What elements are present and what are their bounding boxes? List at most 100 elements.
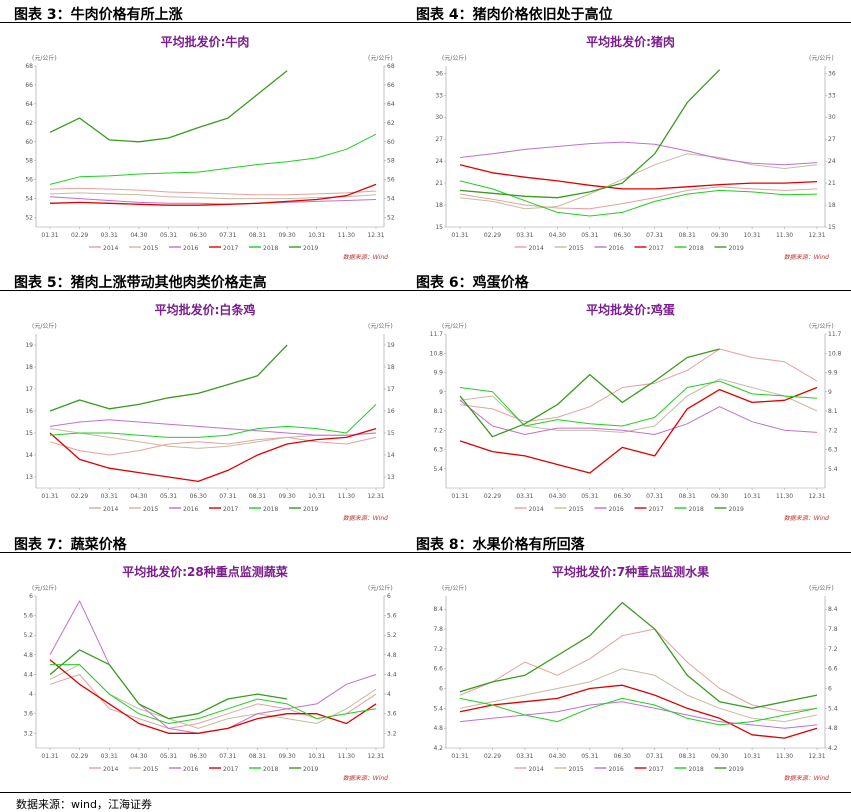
x-tick-label: 07.31 xyxy=(219,493,236,500)
chart-source-note: 数据来源：Wind xyxy=(784,774,829,782)
legend-label: 2014 xyxy=(103,506,118,513)
y-tick-label-right: 54 xyxy=(387,196,395,203)
y-tick-label-right: 3.6 xyxy=(387,711,397,718)
y-tick-label-right: 68 xyxy=(387,63,395,70)
y-tick-label-left: 7.8 xyxy=(433,626,443,633)
y-tick-label-right: 8.4 xyxy=(828,606,838,613)
x-tick-label: 02.29 xyxy=(71,232,88,239)
series-line-2014 xyxy=(459,348,818,423)
y-tick-label-left: 27 xyxy=(435,136,443,143)
x-tick-label: 01.31 xyxy=(41,493,58,500)
x-tick-label: 05.31 xyxy=(581,753,598,760)
y-tick-label-left: 33 xyxy=(435,92,443,99)
y-tick-label-left: 4.4 xyxy=(23,671,33,678)
x-tick-label: 08.31 xyxy=(679,232,696,239)
x-tick-label: 03.31 xyxy=(516,232,533,239)
legend-label: 2016 xyxy=(609,766,624,773)
figure-title: 图表 3：牛肉价格有所上涨 xyxy=(14,7,183,23)
series-line-2017 xyxy=(49,427,377,483)
x-tick-label: 12.31 xyxy=(367,493,384,500)
chart-chicken: 平均批发价:白条鸡 (元/公斤) (元/公斤) 13 13 14 14 15 15 16 16 17 1… xyxy=(25,302,394,522)
y-tick-label-left: 11.7 xyxy=(430,331,444,338)
unit-left: (元/公斤) xyxy=(32,54,57,62)
x-tick-label: 06.30 xyxy=(614,232,631,239)
x-tick-label: 08.31 xyxy=(249,493,266,500)
legend-label: 2017 xyxy=(223,506,238,513)
y-tick-label-left: 5.6 xyxy=(23,613,33,620)
chart-vegetables: 平均批发价:28种重点监测蔬菜 (元/公斤) (元/公斤) 3.2 3.2 3.6 3.6 4… xyxy=(23,564,397,782)
x-tick-label: 09.30 xyxy=(711,753,728,760)
legend-label: 2017 xyxy=(223,245,238,252)
y-tick-label-left: 16 xyxy=(25,408,33,415)
x-tick-label: 11.30 xyxy=(338,232,355,239)
series-line-2018 xyxy=(49,133,377,185)
legend-label: 2017 xyxy=(649,506,664,513)
title-underline xyxy=(0,22,410,23)
chart-fruit: 平均批发价:7种重点监测水果 (元/公斤) (元/公斤) 4.2 4.2 4.8 4.8 5.… xyxy=(433,564,838,782)
panel-fig8: 图表 8：水果价格有所回落 平均批发价:7种重点监测水果 (元/公斤) (元/公斤)… xyxy=(410,532,851,790)
x-tick-label: 05.31 xyxy=(581,232,598,239)
legend-label: 2017 xyxy=(223,766,238,773)
x-tick-label: 04.30 xyxy=(130,753,147,760)
chart-title: 平均批发价:鸡蛋 xyxy=(586,302,675,317)
legend-label: 2016 xyxy=(183,245,198,252)
y-tick-label-left: 5.2 xyxy=(23,632,33,639)
y-tick-label-right: 4 xyxy=(387,691,391,698)
legend-label: 2018 xyxy=(263,766,278,773)
x-tick-label: 08.31 xyxy=(679,493,696,500)
legend-label: 2017 xyxy=(649,245,664,252)
x-tick-label: 02.29 xyxy=(71,753,88,760)
x-tick-label: 06.30 xyxy=(614,493,631,500)
title-underline xyxy=(410,22,851,23)
figure-title: 图表 7：蔬菜价格 xyxy=(14,537,127,553)
x-tick-label: 01.31 xyxy=(451,753,468,760)
legend-label: 2016 xyxy=(609,506,624,513)
y-tick-label-left: 6 xyxy=(29,593,33,600)
figure-title: 图表 4：猪肉价格依旧处于高位 xyxy=(416,7,613,23)
unit-right: (元/公斤) xyxy=(809,322,834,330)
legend-label: 2015 xyxy=(143,766,158,773)
y-tick-label-left: 18 xyxy=(435,202,443,209)
series-line-2016 xyxy=(459,399,818,435)
x-tick-label: 05.31 xyxy=(160,493,177,500)
y-tick-label-right: 30 xyxy=(828,114,836,121)
legend-label: 2016 xyxy=(183,766,198,773)
unit-right: (元/公斤) xyxy=(368,584,393,592)
unit-right: (元/公斤) xyxy=(368,54,393,62)
x-tick-label: 08.31 xyxy=(679,753,696,760)
unit-right: (元/公斤) xyxy=(809,54,834,62)
series-line-2014 xyxy=(49,436,377,456)
series-line-2016 xyxy=(49,196,377,205)
x-tick-label: 09.30 xyxy=(711,493,728,500)
y-tick-label-left: 15 xyxy=(435,224,443,231)
legend-label: 2015 xyxy=(569,766,584,773)
y-tick-label-right: 5.6 xyxy=(387,613,397,620)
title-underline xyxy=(410,290,851,291)
y-tick-label-left: 36 xyxy=(435,70,443,77)
chart-source-note: 数据来源：Wind xyxy=(784,514,829,522)
x-tick-label: 04.30 xyxy=(549,232,566,239)
chart-title: 平均批发价:28种重点监测蔬菜 xyxy=(122,564,288,579)
x-tick-label: 10.31 xyxy=(743,232,760,239)
x-tick-label: 06.30 xyxy=(190,493,207,500)
y-tick-label-right: 6.3 xyxy=(828,447,838,454)
series-line-2015 xyxy=(459,668,818,723)
legend-label: 2019 xyxy=(729,766,744,773)
x-tick-label: 01.31 xyxy=(41,753,58,760)
x-tick-label: 04.30 xyxy=(549,493,566,500)
x-tick-label: 10.31 xyxy=(743,493,760,500)
y-tick-label-left: 3.2 xyxy=(23,730,33,737)
series-line-2017 xyxy=(49,183,377,206)
y-tick-label-left: 10.8 xyxy=(430,350,444,357)
chart-title: 平均批发价:猪肉 xyxy=(586,34,675,49)
y-tick-label-right: 6.6 xyxy=(828,666,838,673)
x-tick-label: 10.31 xyxy=(743,753,760,760)
y-tick-label-left: 6 xyxy=(439,686,443,693)
x-tick-label: 12.31 xyxy=(367,753,384,760)
series-line-2014 xyxy=(459,628,818,713)
x-tick-label: 04.30 xyxy=(130,493,147,500)
figure-title: 图表 6：鸡蛋价格 xyxy=(416,275,529,291)
series-line-2017 xyxy=(459,386,818,474)
series-line-2019 xyxy=(49,344,288,412)
panel-fig5: 图表 5：猪肉上涨带动其他肉类价格走高 平均批发价:白条鸡 (元/公斤) (元/公斤… xyxy=(0,270,410,532)
